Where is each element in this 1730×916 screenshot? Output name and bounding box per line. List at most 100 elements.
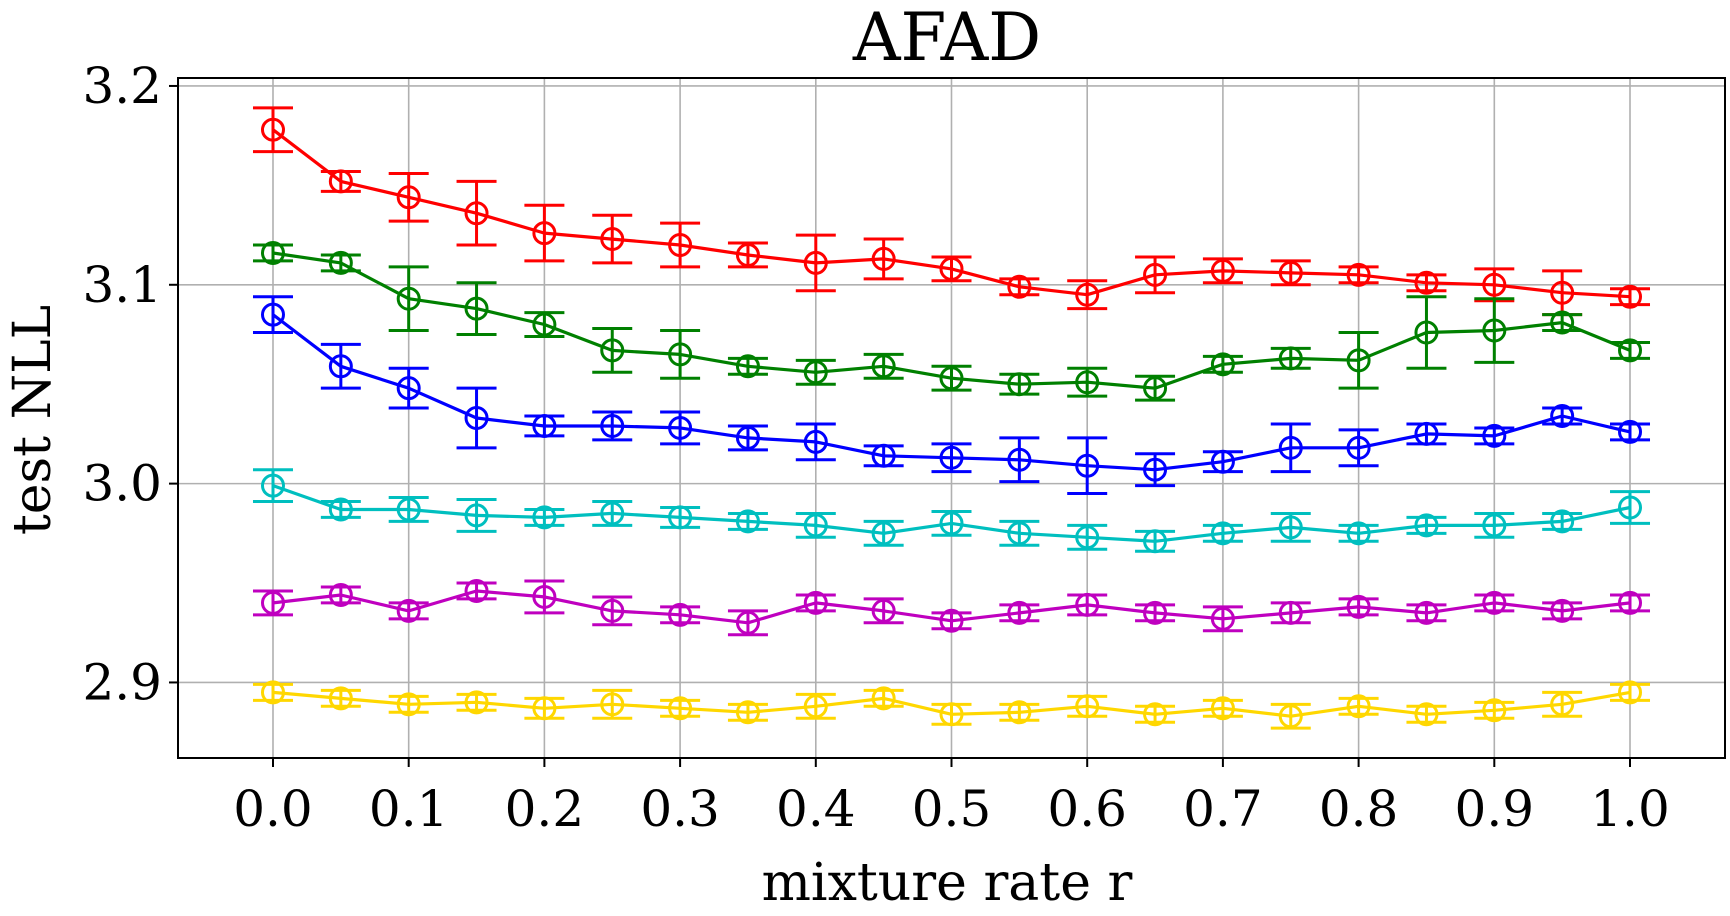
data-point [1550,280,1575,305]
data-point [1075,592,1100,617]
data-point [1550,598,1575,623]
data-point [600,227,625,252]
data-point [600,692,625,717]
data-point [939,702,964,727]
data-point [1346,435,1371,460]
y-axis-label: test NLL [3,305,63,535]
data-point [464,296,489,321]
series-cyan [252,468,1651,554]
data-point [803,250,828,275]
data-point [668,233,693,258]
data-point [532,696,557,721]
data-point [1618,284,1643,309]
data-point [600,501,625,526]
chart-title: AFAD [852,0,1041,76]
data-point [1346,521,1371,546]
data-point [1007,700,1032,725]
data-point [532,413,557,438]
data-point [1278,515,1303,540]
data-point [1482,590,1507,615]
data-point [532,221,557,246]
data-point [803,513,828,538]
data-point [1414,513,1439,538]
data-point [1210,606,1235,631]
series-green [252,240,1651,402]
data-point [1482,423,1507,448]
data-point [803,590,828,615]
data-point [1550,404,1575,429]
data-point [1346,348,1371,373]
data-point [939,445,964,470]
data-point [1143,376,1168,401]
data-point [871,686,896,711]
series-yellow [252,680,1651,730]
data-point [260,117,285,142]
data-point [464,503,489,528]
data-point [1414,702,1439,727]
data-point [668,696,693,721]
tick-layer: 0.0 0.1 0.2 0.3 0.4 0.5 0.6 0.7 0.8 0.9 1.0 2.9 3.0 3… [82,57,1669,838]
data-point [871,521,896,546]
data-point [803,429,828,454]
data-point [396,598,421,623]
y-tick-label: 2.9 [82,653,162,711]
data-point [396,286,421,311]
x-axis-label: mixture rate r [762,853,1133,913]
data-point [1210,449,1235,474]
data-point [1482,698,1507,723]
x-tick-label: 0.6 [1047,780,1127,838]
series-magenta [252,578,1651,637]
data-point [1550,310,1575,335]
x-tick-label: 0.2 [505,780,585,838]
data-point [1550,509,1575,534]
data-point [1482,272,1507,297]
data-point [1346,262,1371,287]
x-tick-label: 0.1 [369,780,449,838]
data-point [1278,260,1303,285]
data-point [735,242,760,267]
data-point [1143,262,1168,287]
data-point [1210,352,1235,377]
data-point [668,342,693,367]
data-point [532,505,557,530]
series-layer [252,106,1651,730]
data-point [600,338,625,363]
data-point [1143,457,1168,482]
data-point [1210,258,1235,283]
data-point [260,680,285,705]
data-point [939,256,964,281]
data-point [464,406,489,430]
series-blue [252,295,1651,496]
data-point [735,425,760,450]
data-point [735,509,760,534]
data-point [1414,600,1439,625]
data-point [600,598,625,623]
data-point [735,700,760,725]
data-point [1075,370,1100,395]
data-point [1414,421,1439,446]
data-point [464,201,489,226]
data-point [328,582,353,607]
data-point [735,610,760,635]
y-tick-label: 3.2 [82,57,162,115]
data-point [1346,594,1371,619]
data-point [1210,521,1235,546]
data-point [1278,346,1303,371]
data-point [1482,513,1507,538]
data-point [1075,525,1100,550]
data-point [260,302,285,327]
x-tick-label: 0.5 [912,780,992,838]
data-point [939,608,964,633]
x-tick-label: 1.0 [1590,780,1670,838]
x-tick-label: 0.7 [1183,780,1263,838]
data-point [1618,338,1643,363]
data-point [1007,521,1032,546]
data-point [1618,680,1643,705]
data-point [1007,600,1032,625]
data-point [1618,590,1643,615]
data-point [464,690,489,715]
data-point [871,598,896,623]
data-point [1618,419,1643,444]
data-point [1278,600,1303,625]
data-point [328,250,353,275]
